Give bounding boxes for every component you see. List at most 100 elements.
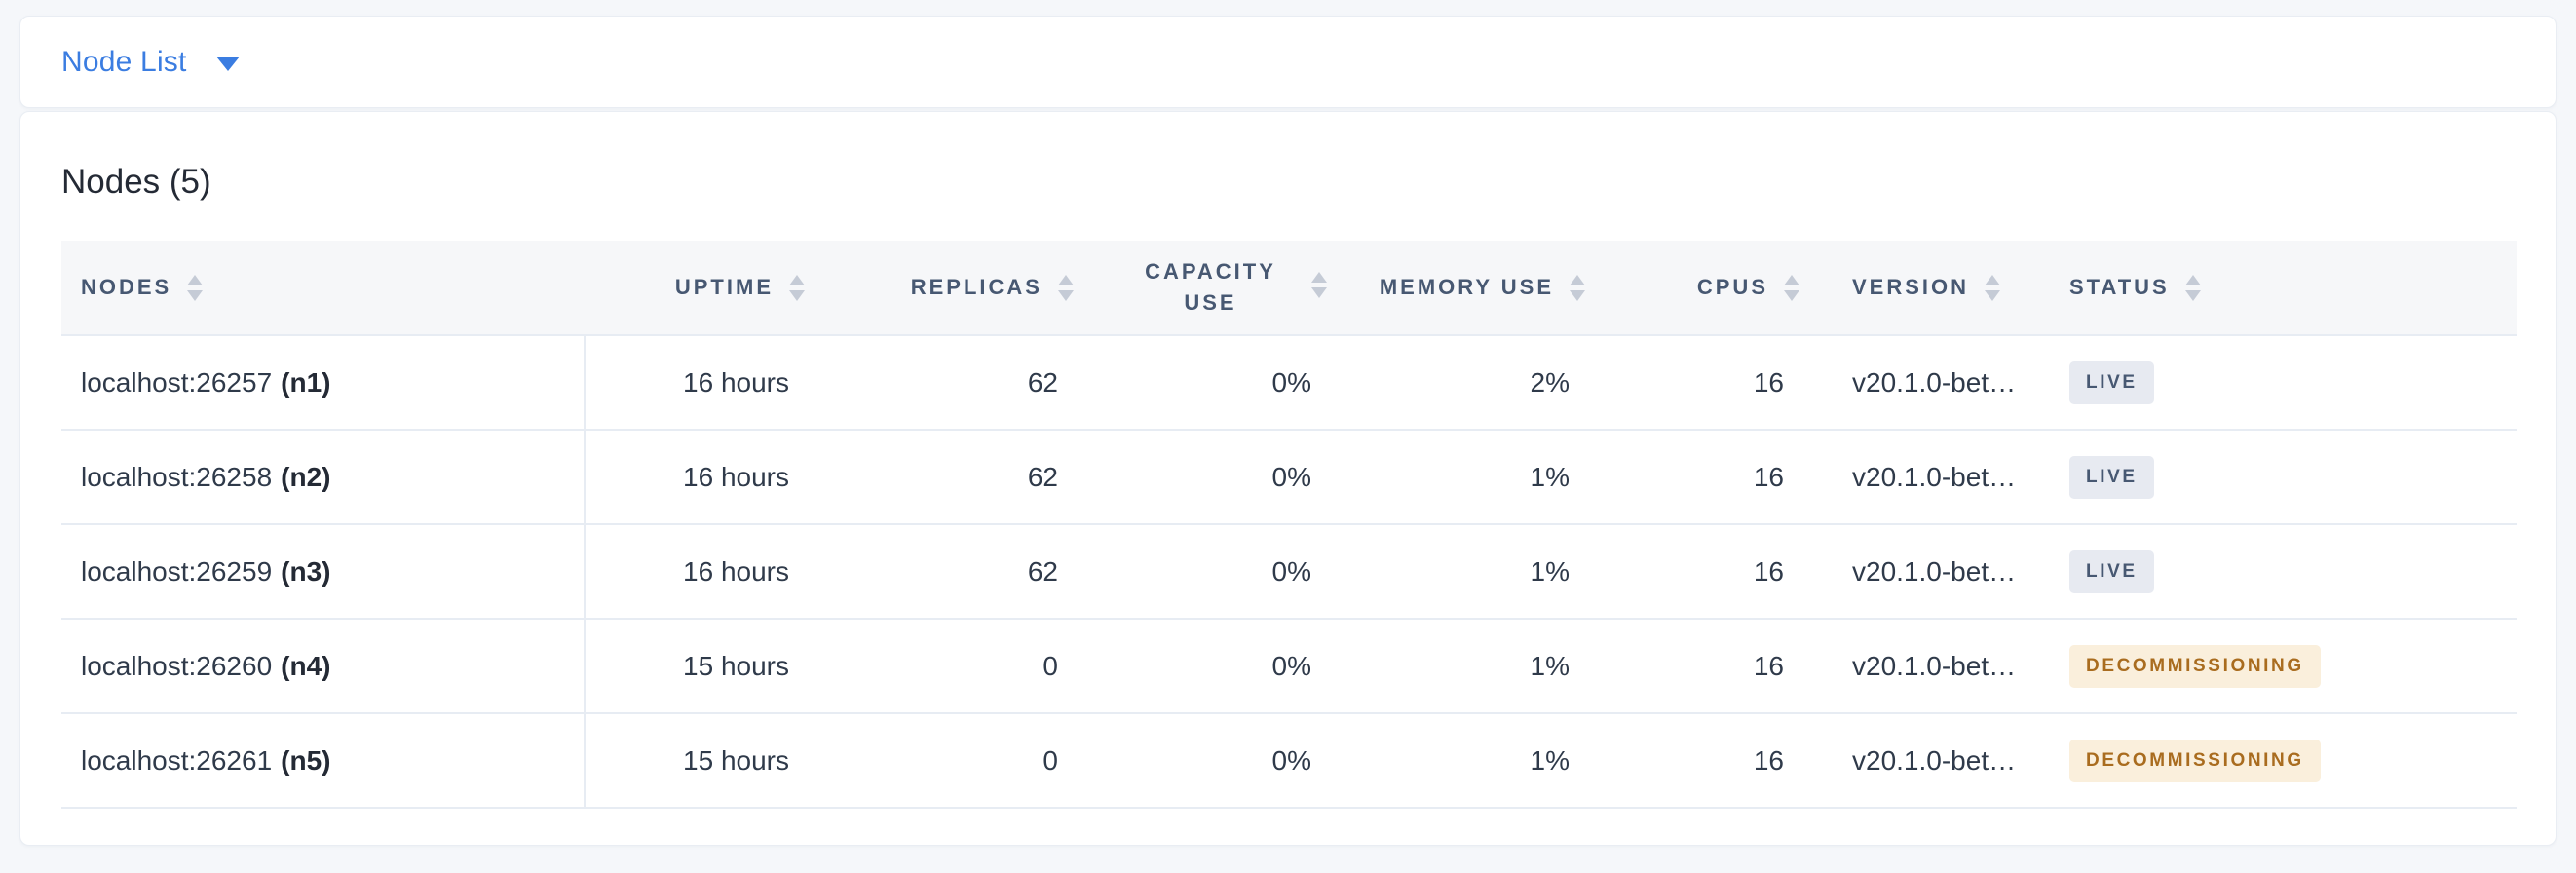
sort-asc-icon xyxy=(1784,274,1799,285)
sort-desc-icon xyxy=(2184,289,2201,301)
status-cell: DECOMMISSIONING xyxy=(2044,619,2517,714)
node-address: localhost:26261 xyxy=(81,744,273,776)
cpus-cell: 16 xyxy=(1591,524,1805,620)
view-selector-bar: Node List xyxy=(19,16,2557,108)
sort-icon[interactable] xyxy=(789,274,805,301)
capacity-use-cell: 0% xyxy=(1080,335,1333,431)
column-label: MEMORY USE xyxy=(1379,275,1554,299)
version-cell: v20.1.0-bet… xyxy=(1805,335,2044,431)
node-address: localhost:26258 xyxy=(81,461,273,492)
version-cell: v20.1.0-bet… xyxy=(1805,619,2044,714)
node-address: localhost:26260 xyxy=(81,650,273,681)
column-header-memory-use[interactable]: MEMORY USE xyxy=(1333,241,1591,336)
nodes-table: NODES UPTIME REPLICAS xyxy=(61,241,2517,809)
replicas-cell: 0 xyxy=(811,619,1080,714)
sort-asc-icon xyxy=(1570,274,1585,285)
table-header-row: NODES UPTIME REPLICAS xyxy=(61,241,2517,336)
node-name-cell[interactable]: localhost:26261 (n5) xyxy=(61,713,586,809)
sort-desc-icon xyxy=(1311,287,1327,299)
status-cell: LIVE xyxy=(2044,335,2517,431)
sort-icon[interactable] xyxy=(187,274,204,301)
cpus-cell: 16 xyxy=(1591,713,1805,809)
status-badge: DECOMMISSIONING xyxy=(2069,644,2321,688)
memory-use-cell: 1% xyxy=(1333,524,1591,620)
column-header-version[interactable]: VERSION xyxy=(1805,241,2044,336)
status-badge: DECOMMISSIONING xyxy=(2069,739,2321,782)
memory-use-cell: 1% xyxy=(1333,713,1591,809)
sort-icon[interactable] xyxy=(1570,274,1585,301)
sort-asc-icon xyxy=(1058,274,1074,285)
nodes-panel: Nodes (5) NODES UPTIME xyxy=(19,111,2557,846)
memory-use-cell: 1% xyxy=(1333,430,1591,525)
memory-use-cell: 2% xyxy=(1333,335,1591,431)
table-row[interactable]: localhost:26259 (n3) 16 hours 62 0% 1% 16… xyxy=(61,524,2517,620)
sort-desc-icon xyxy=(1784,289,1799,301)
version-cell: v20.1.0-bet… xyxy=(1805,713,2044,809)
node-name-cell[interactable]: localhost:26258 (n2) xyxy=(61,430,586,525)
status-cell: DECOMMISSIONING xyxy=(2044,713,2517,809)
column-label: VERSION xyxy=(1852,275,1970,299)
node-address: localhost:26257 xyxy=(81,366,273,398)
node-name-cell[interactable]: localhost:26260 (n4) xyxy=(61,619,586,714)
node-name-cell[interactable]: localhost:26257 (n1) xyxy=(61,335,586,431)
status-cell: LIVE xyxy=(2044,430,2517,525)
node-id: (n5) xyxy=(281,744,331,776)
page-title: Nodes (5) xyxy=(61,163,211,201)
column-header-replicas[interactable]: REPLICAS xyxy=(811,241,1080,336)
capacity-use-cell: 0% xyxy=(1080,619,1333,714)
status-badge: LIVE xyxy=(2069,455,2154,499)
column-label: REPLICAS xyxy=(910,275,1042,299)
table-row[interactable]: localhost:26257 (n1) 16 hours 62 0% 2% 16… xyxy=(61,335,2517,431)
sort-icon[interactable] xyxy=(1985,274,2001,301)
node-name-cell[interactable]: localhost:26259 (n3) xyxy=(61,524,586,620)
node-id: (n2) xyxy=(281,461,331,492)
sort-asc-icon xyxy=(1311,272,1327,284)
sort-desc-icon xyxy=(187,289,204,301)
cpus-cell: 16 xyxy=(1591,619,1805,714)
uptime-cell: 16 hours xyxy=(585,335,811,431)
column-header-cpus[interactable]: CPUS xyxy=(1591,241,1805,336)
column-header-capacity-use[interactable]: CAPACITY USE xyxy=(1080,241,1333,336)
table-row[interactable]: localhost:26258 (n2) 16 hours 62 0% 1% 16… xyxy=(61,430,2517,525)
node-id: (n3) xyxy=(281,555,331,587)
sort-asc-icon xyxy=(2184,274,2201,285)
column-header-status[interactable]: STATUS xyxy=(2044,241,2517,336)
replicas-cell: 62 xyxy=(811,335,1080,431)
sort-icon[interactable] xyxy=(1311,272,1327,299)
capacity-use-cell: 0% xyxy=(1080,524,1333,620)
table-row[interactable]: localhost:26260 (n4) 15 hours 0 0% 1% 16 … xyxy=(61,619,2517,714)
sort-asc-icon xyxy=(1985,274,2001,285)
sort-asc-icon xyxy=(187,274,204,285)
caret-down-icon xyxy=(215,57,240,71)
column-header-nodes[interactable]: NODES xyxy=(61,241,585,336)
view-selector-dropdown[interactable]: Node List xyxy=(61,46,240,79)
memory-use-cell: 1% xyxy=(1333,619,1591,714)
capacity-use-cell: 0% xyxy=(1080,430,1333,525)
uptime-cell: 15 hours xyxy=(585,713,811,809)
node-id: (n4) xyxy=(281,650,331,681)
capacity-use-cell: 0% xyxy=(1080,713,1333,809)
sort-icon[interactable] xyxy=(2184,274,2201,301)
column-label: NODES xyxy=(81,275,172,299)
column-label: STATUS xyxy=(2069,275,2170,299)
table-row[interactable]: localhost:26261 (n5) 15 hours 0 0% 1% 16 … xyxy=(61,713,2517,809)
sort-desc-icon xyxy=(1058,289,1074,301)
uptime-cell: 16 hours xyxy=(585,524,811,620)
column-label: CPUS xyxy=(1696,275,1768,299)
view-selector-label: Node List xyxy=(61,45,187,78)
uptime-cell: 16 hours xyxy=(585,430,811,525)
cpus-cell: 16 xyxy=(1591,430,1805,525)
column-label: UPTIME xyxy=(674,275,774,299)
status-badge: LIVE xyxy=(2069,550,2154,593)
column-label: CAPACITY USE xyxy=(1145,259,1276,315)
replicas-cell: 62 xyxy=(811,430,1080,525)
node-address: localhost:26259 xyxy=(81,555,273,587)
cpus-cell: 16 xyxy=(1591,335,1805,431)
sort-icon[interactable] xyxy=(1058,274,1074,301)
sort-icon[interactable] xyxy=(1784,274,1799,301)
sort-desc-icon xyxy=(1570,289,1585,301)
column-header-uptime[interactable]: UPTIME xyxy=(585,241,811,336)
replicas-cell: 0 xyxy=(811,713,1080,809)
sort-desc-icon xyxy=(1985,289,2001,301)
version-cell: v20.1.0-bet… xyxy=(1805,430,2044,525)
